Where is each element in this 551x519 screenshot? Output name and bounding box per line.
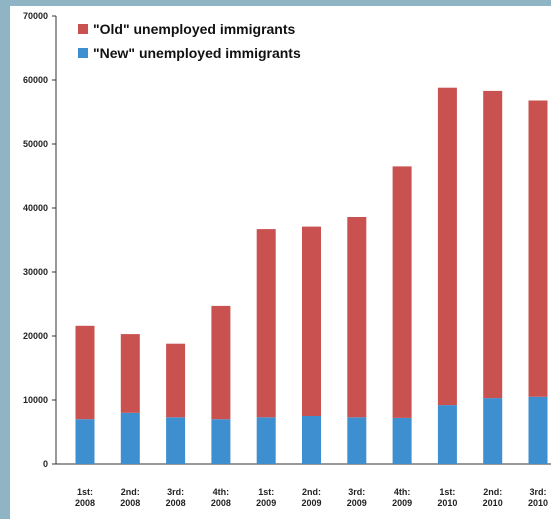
x-tick-label-year: 2008 [166,498,186,508]
bar-segment-new [75,419,95,464]
x-tick-label-year: 2010 [483,498,503,508]
legend-swatch [78,48,88,58]
x-tick-label-year: 2008 [75,498,95,508]
bar-segment-new [120,412,140,464]
x-tick-label-quarter: 4th: [213,487,230,497]
y-tick-labels: 0 10000 20000 30000 40000 50000 60000 70000 [23,11,48,469]
x-tick-label-year: 2008 [120,498,140,508]
stacked-bar-chart: 0 10000 20000 30000 40000 50000 60000 70000 1st… [23,11,551,508]
x-tick-label: 1st: 2009 [256,487,276,508]
bar-segment-new [302,416,321,464]
bar-segment-old [75,325,95,420]
legend-swatch [78,24,88,34]
x-tick-label-year: 2010 [437,498,457,508]
bar-segment-new [483,398,503,464]
y-tick-label: 50000 [23,139,48,149]
x-tick-label-quarter: 3rd: [529,487,546,497]
bar-segment-old [166,343,186,418]
bar-segment-old [347,217,367,418]
bar-segment-new [437,405,457,464]
y-tick-label: 60000 [23,75,48,85]
bar-segment-old [302,226,321,416]
x-tick-label-quarter: 2nd: [302,487,321,497]
x-tick-label-year: 2009 [256,498,276,508]
x-tick-label-quarter: 2nd: [121,487,140,497]
bar-segment-new [256,417,276,464]
x-tick-label: 4th: 2009 [392,487,412,508]
x-tick-label-quarter: 1st: [439,487,455,497]
chart-frame: 0 10000 20000 30000 40000 50000 60000 70000 1st… [10,6,551,519]
x-tick-label-year: 2009 [347,498,367,508]
bar-segment-old [392,166,412,418]
x-tick-label-year: 2009 [392,498,412,508]
x-tick-label-quarter: 3rd: [348,487,365,497]
x-tick-label-quarter: 1st: [258,487,274,497]
bar-segment-old [256,229,276,418]
x-tick-label-quarter: 2nd: [483,487,502,497]
y-tick-label: 70000 [23,11,48,21]
bar-segment-new [528,396,548,464]
y-tick-label: 40000 [23,203,48,213]
x-tick-label-year: 2009 [301,498,321,508]
legend-label: "New" unemployed immigrants [93,45,301,61]
bar-segment-new [211,419,231,464]
bars [75,87,548,464]
bar-segment-old [120,334,140,413]
x-tick-label-quarter: 3rd: [167,487,184,497]
bar-segment-new [347,417,367,464]
legend: "Old" unemployed immigrants "New" unemplo… [78,21,301,61]
bar-segment-old [483,90,503,399]
y-tick-label: 10000 [23,395,48,405]
x-tick-label: 3rd: 2008 [166,487,186,508]
x-tick-label: 3rd: 2010 [528,487,548,508]
bar-segment-old [437,87,457,406]
x-tick-label-year: 2008 [211,498,231,508]
x-tick-label: 3rd: 2009 [347,487,367,508]
bar-segment-old [528,100,548,397]
bar-segment-new [166,417,186,464]
x-tick-label: 1st: 2010 [437,487,457,508]
legend-label: "Old" unemployed immigrants [93,21,296,37]
x-tick-label: 4th: 2008 [211,487,231,508]
x-tick-label: 2nd: 2010 [483,487,503,508]
x-tick-label-quarter: 1st: [77,487,93,497]
y-tick-label: 20000 [23,331,48,341]
x-tick-label-year: 2010 [528,498,548,508]
x-tick-label: 1st: 2008 [75,487,95,508]
x-tick-label: 2nd: 2009 [301,487,321,508]
x-tick-label: 2nd: 2008 [120,487,140,508]
y-tick-label: 30000 [23,267,48,277]
bar-segment-old [211,305,231,420]
y-tick-label: 0 [43,459,48,469]
bar-segment-new [392,417,412,464]
x-tick-label-quarter: 4th: [394,487,411,497]
